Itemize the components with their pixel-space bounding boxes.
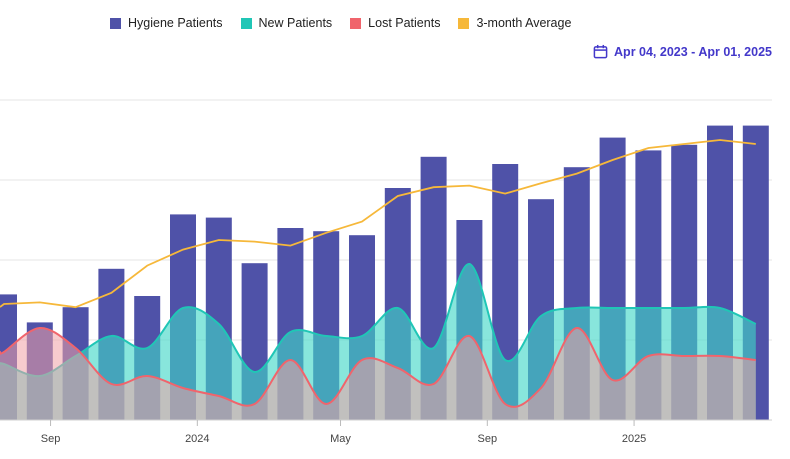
legend-item-new-patients[interactable]: New Patients: [240, 16, 333, 30]
date-range-label: Apr 04, 2023 - Apr 01, 2025: [614, 44, 772, 59]
legend-swatch-new: [240, 17, 252, 29]
lost-patients-line: [0, 326, 756, 408]
x-tick-label-2: May: [330, 433, 351, 445]
legend-item-lost-patients[interactable]: Lost Patients: [350, 16, 440, 30]
legend-item-3-month-average[interactable]: 3-month Average: [458, 16, 571, 30]
legend-label-new: New Patients: [258, 16, 333, 30]
legend-label-lost: Lost Patients: [368, 16, 441, 30]
x-tick-label-1: 2024: [185, 433, 209, 445]
patient-areas: [0, 263, 757, 420]
legend-swatch-lost: [350, 17, 362, 29]
legend-item-hygiene-patients[interactable]: Hygiene Patients: [110, 16, 223, 30]
legend-swatch-hygiene: [110, 17, 121, 29]
x-tick-label-4: 2025: [622, 433, 646, 445]
new-patients-line: [0, 263, 757, 378]
legend-label-hygiene: Hygiene Patients: [128, 16, 223, 30]
x-tick-label-3: Sep: [478, 433, 498, 445]
average-polyline: [0, 139, 756, 309]
calendar-icon: [593, 44, 608, 59]
legend-label-average: 3-month Average: [476, 16, 572, 30]
average-line: [0, 139, 756, 309]
legend-swatch-average: [458, 17, 470, 29]
chart-legend: Hygiene Patients New Patients Lost Patie…: [110, 16, 571, 30]
date-range-picker[interactable]: Apr 04, 2023 - Apr 01, 2025: [593, 44, 772, 59]
lost-patients-area: [0, 327, 756, 420]
x-axis: Sep 2024 May Sep 2025: [0, 419, 772, 445]
x-tick-label-0: Sep: [41, 433, 61, 445]
